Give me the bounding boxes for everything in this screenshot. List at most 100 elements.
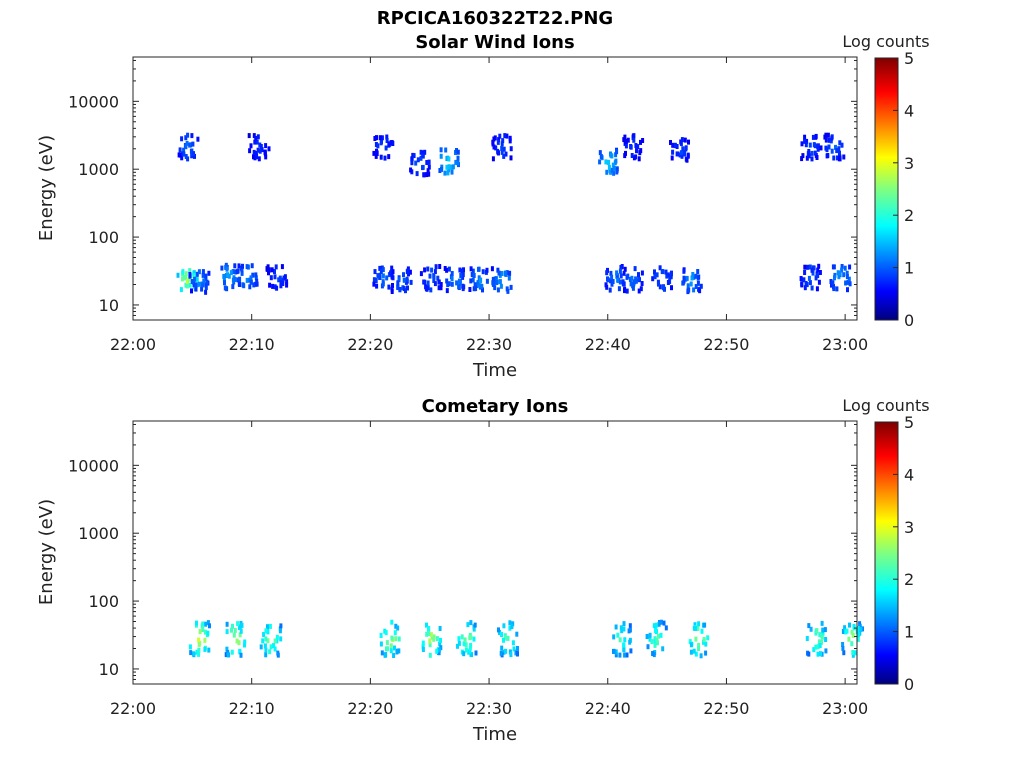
colorbar-tick-label: 5	[904, 49, 914, 68]
heatmap-cell	[804, 142, 808, 148]
heatmap-cell	[283, 274, 287, 280]
heatmap-cell	[264, 154, 268, 160]
heatmap-cell	[820, 634, 824, 640]
heatmap-cell	[505, 133, 509, 139]
heatmap-cell	[204, 289, 208, 295]
heatmap-cell	[618, 268, 622, 274]
heatmap-cell	[630, 275, 634, 281]
heatmap-cell	[463, 637, 467, 643]
heatmap-cell	[690, 275, 694, 281]
heatmap-cell	[652, 623, 656, 629]
heatmap-cell	[696, 269, 700, 274]
heatmap-cell	[184, 282, 188, 288]
heatmap-cell	[681, 146, 685, 152]
heatmap-cell	[616, 277, 620, 283]
heatmap-cell	[422, 279, 426, 285]
heatmap-cell	[817, 279, 821, 285]
heatmap-cell	[817, 263, 821, 269]
heatmap-cell	[432, 636, 436, 642]
heatmap-cell	[426, 168, 430, 174]
heatmap-cell	[443, 266, 447, 271]
heatmap-cell	[836, 155, 839, 161]
heatmap-cell	[184, 275, 188, 281]
heatmap-cell	[474, 650, 478, 656]
heatmap-cell	[242, 283, 246, 289]
heatmap-cell	[620, 628, 624, 634]
heatmap-cell	[419, 149, 423, 155]
heatmap-cell	[610, 274, 614, 280]
heatmap-cell	[607, 164, 611, 170]
heatmap-cell	[611, 162, 615, 168]
heatmap-cell	[427, 171, 431, 177]
y-tick-label: 10000	[68, 456, 119, 475]
heatmap-cell	[608, 287, 612, 293]
heatmap-cell	[605, 169, 609, 175]
heatmap-cell	[460, 268, 464, 274]
heatmap-cell	[446, 170, 450, 176]
heatmap-cell	[273, 638, 277, 644]
heatmap-cell	[447, 281, 451, 287]
heatmap-cell	[251, 272, 255, 278]
heatmap-cell	[425, 622, 428, 628]
heatmap-cell	[806, 264, 809, 270]
heatmap-cell	[516, 646, 519, 651]
heatmap-cell	[253, 139, 257, 145]
colorbar-tick-label: 0	[904, 311, 914, 330]
heatmap-cell	[478, 278, 482, 284]
heatmap-cell	[252, 282, 256, 288]
heatmap-cell	[428, 638, 432, 644]
heatmap-cell	[478, 283, 482, 289]
heatmap-cell	[838, 140, 842, 146]
heatmap-cell	[256, 147, 260, 153]
heatmap-cell	[433, 281, 437, 287]
heatmap-cell	[816, 146, 820, 152]
heatmap-cell	[263, 149, 267, 155]
heatmap-cell	[508, 625, 512, 631]
heatmap-cell	[253, 155, 257, 161]
heatmap-cell	[659, 619, 663, 625]
heatmap-cell	[180, 276, 184, 282]
heatmap-cell	[500, 149, 504, 155]
heatmap-cell	[195, 649, 199, 655]
heatmap-cell	[623, 637, 627, 643]
heatmap-cell	[385, 640, 389, 646]
heatmap-cell	[177, 152, 181, 158]
heatmap-cell	[605, 270, 609, 276]
heatmap-cell	[481, 269, 485, 275]
heatmap-cell	[504, 648, 508, 654]
heatmap-cell	[238, 282, 242, 287]
heatmap-cell	[490, 266, 494, 272]
heatmap-cell	[273, 274, 277, 280]
heatmap-cell	[458, 267, 462, 273]
heatmap-cell	[493, 276, 497, 282]
heatmap-cell	[660, 269, 664, 274]
heatmap-cell	[494, 145, 498, 151]
heatmap-cell	[380, 650, 384, 656]
heatmap-cell	[249, 143, 253, 149]
heatmap-cell	[645, 634, 649, 639]
heatmap-cell	[820, 639, 824, 645]
heatmap-cell	[267, 268, 271, 273]
x-tick-label: 23:00	[822, 335, 868, 354]
heatmap-cell	[427, 164, 431, 170]
heatmap-cell	[819, 145, 823, 151]
heatmap-cell	[461, 274, 465, 280]
heatmap-cell	[815, 628, 819, 634]
heatmap-cell	[632, 279, 636, 285]
heatmap-cell	[800, 156, 804, 162]
heatmap-cell	[281, 281, 285, 286]
heatmap-cell	[194, 282, 198, 288]
heatmap-cell	[229, 270, 233, 276]
heatmap-cell	[819, 651, 822, 657]
heatmap-cell	[653, 269, 656, 275]
heatmap-cell	[832, 155, 836, 161]
heatmap-cell	[192, 273, 196, 279]
x-tick-label: 22:00	[110, 699, 156, 718]
heatmap-cell	[193, 276, 197, 282]
heatmap-cell	[651, 651, 655, 656]
y-tick-label: 10	[99, 660, 119, 679]
heatmap-cell	[617, 286, 621, 292]
heatmap-cell	[394, 623, 398, 629]
heatmap-cell	[462, 651, 466, 657]
heatmap-cell	[692, 648, 696, 654]
